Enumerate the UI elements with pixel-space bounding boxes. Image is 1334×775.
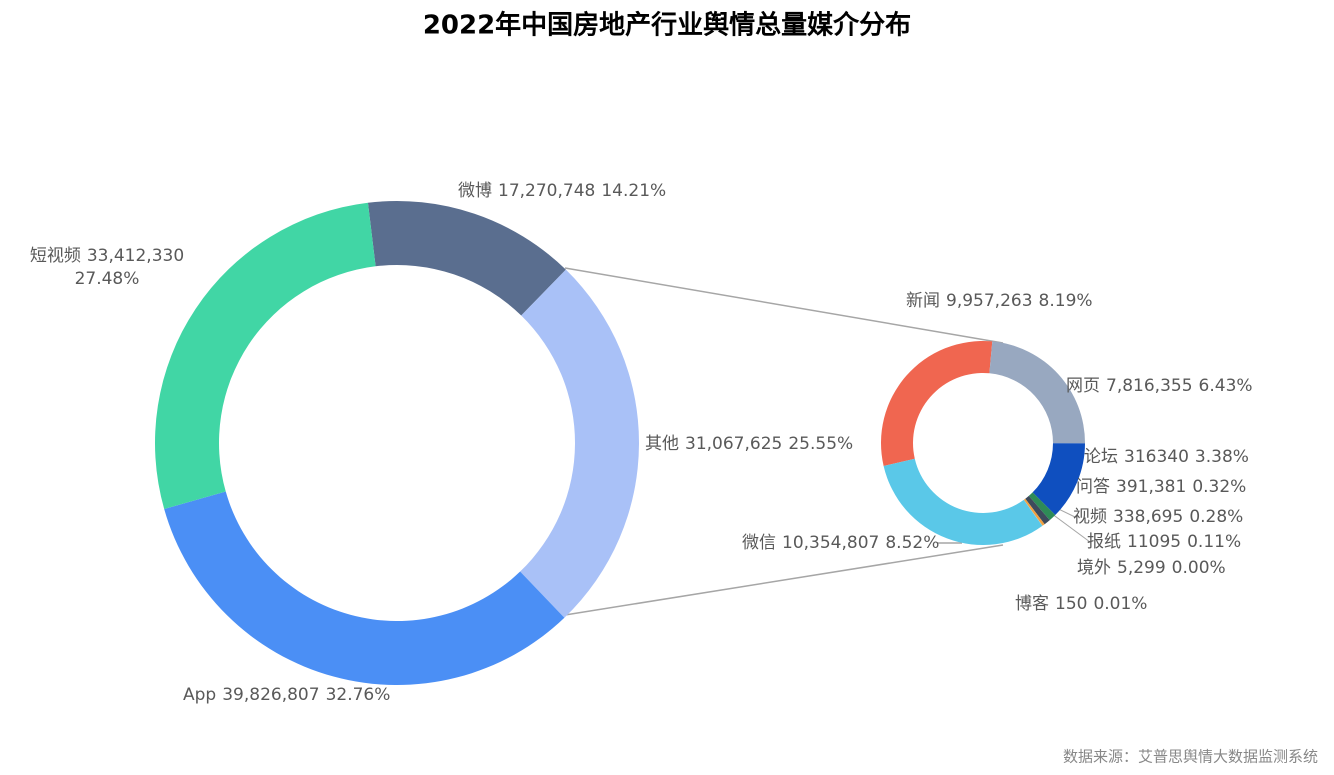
label-percentage: 0.00% xyxy=(1172,558,1226,578)
donut-slice xyxy=(164,491,565,685)
donut-slice xyxy=(989,341,1085,444)
donut-slice xyxy=(1023,498,1045,526)
label-value: 5,299 xyxy=(1117,558,1166,578)
label-category: 微信 xyxy=(742,533,776,553)
label-category: 境外 xyxy=(1077,558,1111,578)
donut-slice xyxy=(520,269,639,618)
data-label: 视频 338,695 0.28% xyxy=(1073,507,1243,527)
label-percentage: 0.11% xyxy=(1187,532,1241,552)
label-percentage: 14.21% xyxy=(601,181,666,201)
label-value: 17,270,748 xyxy=(498,181,595,201)
donut-slice xyxy=(1032,443,1085,515)
label-percentage: 0.28% xyxy=(1189,507,1243,527)
label-category: 视频 xyxy=(1073,507,1107,527)
donut-slice xyxy=(1023,499,1043,526)
connector xyxy=(564,267,1004,344)
donut-slice xyxy=(1025,495,1050,525)
label-value: 7,816,355 xyxy=(1106,376,1193,396)
data-label: App 39,826,807 32.76% xyxy=(183,685,390,705)
label-value: 11095 xyxy=(1127,532,1181,552)
donut-slice xyxy=(155,202,376,510)
data-label: 博客 150 0.01% xyxy=(1015,594,1147,614)
label-value: 316340 xyxy=(1124,447,1189,467)
label-percentage: 8.52% xyxy=(885,533,939,553)
label-category: 其他 xyxy=(645,434,679,454)
data-label: 境外 5,299 0.00% xyxy=(1077,558,1226,578)
label-percentage: 6.43% xyxy=(1199,376,1253,396)
label-percentage: 3.38% xyxy=(1195,447,1249,467)
data-label: 新闻 9,957,263 8.19% xyxy=(906,291,1093,311)
label-value: 39,826,807 xyxy=(222,685,319,705)
donut-slice xyxy=(881,341,993,466)
label-value: 150 xyxy=(1055,594,1087,614)
label-percentage: 0.32% xyxy=(1192,477,1246,497)
data-label: 短视频 33,412,330 27.48% xyxy=(30,246,184,289)
source-note: 数据来源：艾普思舆情大数据监测系统 xyxy=(1063,748,1318,766)
data-label: 报纸 11095 0.11% xyxy=(1087,532,1241,552)
label-value: 10,354,807 xyxy=(782,533,879,553)
label-percentage: 32.76% xyxy=(326,685,391,705)
data-label: 网页 7,816,355 6.43% xyxy=(1066,376,1253,396)
donut-slice xyxy=(367,201,566,316)
label-value: 9,957,263 xyxy=(946,291,1033,311)
data-label: 论坛 316340 3.38% xyxy=(1084,447,1249,467)
chart-title: 2022年中国房地产行业舆情总量媒介分布 xyxy=(423,10,911,41)
data-label: 微信 10,354,807 8.52% xyxy=(742,533,939,553)
label-value: 391,381 xyxy=(1116,477,1186,497)
label-value: 33,412,330 xyxy=(87,246,184,266)
label-category: App xyxy=(183,685,216,705)
data-label: 问答 391,381 0.32% xyxy=(1076,477,1246,497)
label-category: 博客 xyxy=(1015,594,1049,614)
label-category: 新闻 xyxy=(906,291,940,311)
label-percentage: 0.01% xyxy=(1093,594,1147,614)
label-category: 短视频 xyxy=(30,246,81,266)
label-percentage: 25.55% xyxy=(788,434,853,454)
donut-slice xyxy=(1028,492,1056,521)
data-label: 微博 17,270,748 14.21% xyxy=(458,181,666,201)
label-percentage: 8.19% xyxy=(1039,291,1093,311)
label-category: 论坛 xyxy=(1084,447,1118,467)
label-value: 338,695 xyxy=(1113,507,1183,527)
label-value: 31,067,625 xyxy=(685,434,782,454)
label-category: 网页 xyxy=(1066,376,1100,396)
label-category: 报纸 xyxy=(1087,532,1121,552)
donut-slice xyxy=(883,458,1043,545)
label-category: 微博 xyxy=(458,181,492,201)
connector xyxy=(564,544,1004,616)
label-category: 问答 xyxy=(1076,477,1110,497)
label-percentage: 27.48% xyxy=(75,269,140,289)
data-label: 其他 31,067,625 25.55% xyxy=(645,434,853,454)
